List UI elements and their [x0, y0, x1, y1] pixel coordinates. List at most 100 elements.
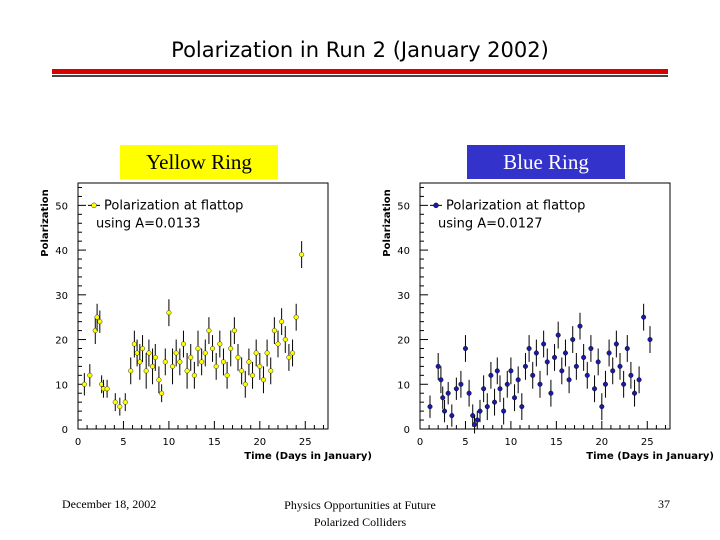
legend-line2: using A=0.0133	[96, 216, 201, 231]
data-point	[573, 363, 579, 369]
data-point	[599, 404, 605, 410]
data-point	[242, 381, 248, 387]
data-point	[220, 359, 226, 365]
data-point	[462, 345, 468, 351]
data-point	[508, 368, 514, 374]
data-point	[449, 413, 455, 419]
legend-line1: Polarization at flattop	[446, 198, 585, 213]
data-point	[286, 354, 292, 360]
data-point	[636, 377, 642, 383]
footer-date: December 18, 2002	[62, 497, 157, 511]
data-point	[213, 363, 219, 369]
data-point	[199, 359, 205, 365]
data-point	[97, 319, 103, 325]
data-point	[504, 381, 510, 387]
yellow-ring-plot: 0 10 20 30 40 50 0 5 10 15 20 25 Polarization Time (D…	[40, 182, 372, 462]
data-point	[143, 368, 149, 374]
data-point	[134, 350, 140, 356]
data-point	[515, 377, 521, 383]
data-point	[140, 345, 146, 351]
data-point	[260, 377, 266, 383]
data-point	[544, 359, 550, 365]
data-point	[555, 332, 561, 338]
data-point	[472, 422, 478, 428]
data-point	[275, 341, 281, 347]
data-point	[533, 350, 539, 356]
y-tick-label: 50	[397, 201, 410, 212]
title-rule-dark	[52, 75, 668, 77]
data-point	[268, 368, 274, 374]
data-point	[117, 404, 123, 410]
x-tick-label: 5	[120, 437, 126, 448]
data-point	[180, 341, 186, 347]
y-tick-label: 0	[404, 425, 410, 436]
data-point	[440, 395, 446, 401]
data-point	[152, 354, 158, 360]
data-point	[552, 354, 558, 360]
data-point	[562, 350, 568, 356]
data-point	[195, 345, 201, 351]
slide-title: Polarization in Run 2 (January 2002)	[171, 38, 549, 62]
data-point	[492, 399, 498, 405]
data-point	[512, 395, 518, 401]
y-tick-label: 40	[397, 246, 410, 257]
data-point	[206, 328, 212, 334]
data-point	[610, 368, 616, 374]
y-tick-label: 0	[62, 425, 68, 436]
blue-ring-plot: 0 10 20 30 40 50 0 5 10 15 20 25 Polarization Time (D…	[382, 182, 714, 462]
data-point	[122, 399, 128, 405]
yellow-ring-label: Yellow Ring	[120, 145, 278, 179]
data-point	[595, 359, 601, 365]
data-point	[526, 345, 532, 351]
data-point	[188, 354, 194, 360]
data-point	[202, 350, 208, 356]
data-point	[621, 381, 627, 387]
x-axis-label: Time (Days in January)	[244, 451, 372, 462]
y-tick-label: 10	[397, 380, 410, 391]
data-point	[522, 363, 528, 369]
data-point	[210, 345, 216, 351]
y-tick-label: 40	[55, 246, 68, 257]
y-tick-label: 50	[55, 201, 68, 212]
legend-line1: Polarization at flattop	[104, 198, 243, 213]
data-point	[159, 390, 165, 396]
data-point	[445, 390, 451, 396]
data-point	[647, 337, 653, 343]
x-tick-label: 20	[253, 437, 266, 448]
data-point	[494, 368, 500, 374]
data-point	[530, 372, 536, 378]
data-point	[173, 350, 179, 356]
data-point	[290, 350, 296, 356]
x-tick-label: 15	[208, 437, 221, 448]
x-tick-label: 20	[595, 437, 608, 448]
data-point	[162, 359, 168, 365]
data-point	[497, 386, 503, 392]
data-point	[146, 350, 152, 356]
data-point	[137, 359, 143, 365]
title-rule-red	[52, 69, 668, 74]
y-axis-label: Polarization	[382, 189, 393, 257]
footer-center-line2: Polarized Colliders	[313, 515, 407, 529]
data-point	[592, 386, 598, 392]
data-point	[224, 372, 230, 378]
data-point	[484, 404, 490, 410]
data-point	[537, 381, 543, 387]
data-point	[246, 359, 252, 365]
legend-line2: using A=0.0127	[438, 216, 543, 231]
data-point	[217, 341, 223, 347]
data-point	[602, 381, 608, 387]
data-point	[570, 337, 576, 343]
x-tick-label: 25	[299, 437, 312, 448]
y-tick-label: 20	[55, 336, 68, 347]
data-point	[177, 359, 183, 365]
y-tick-label: 30	[55, 291, 68, 302]
data-point	[94, 314, 100, 320]
plot-frame	[419, 182, 671, 430]
data-point	[231, 328, 237, 334]
data-point	[264, 350, 270, 356]
data-point	[577, 323, 583, 329]
x-tick-label: 25	[641, 437, 654, 448]
footer-center-line1: Physics Opportunities at Future	[284, 498, 436, 512]
data-point	[458, 381, 464, 387]
data-point	[87, 372, 93, 378]
